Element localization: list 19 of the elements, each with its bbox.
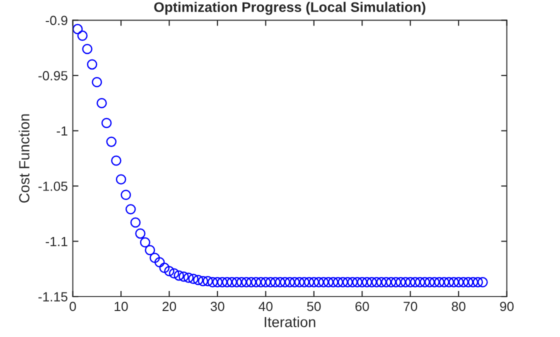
x-axis-title: Iteration bbox=[264, 316, 316, 328]
y-tick-label: -1.15 bbox=[38, 292, 68, 302]
x-tick-label: 60 bbox=[355, 302, 369, 312]
x-tick-label: 30 bbox=[210, 302, 224, 312]
chart-title: Optimization Progress (Local Simulation) bbox=[154, 2, 426, 15]
y-tick-label: -0.9 bbox=[46, 16, 68, 26]
x-tick-label: 40 bbox=[258, 302, 273, 312]
x-tick-label: 20 bbox=[162, 302, 176, 312]
x-tick-label: 10 bbox=[114, 302, 128, 312]
y-tick-label: -1.05 bbox=[38, 182, 68, 191]
y-tick-label: -1 bbox=[56, 126, 68, 136]
x-tick-label: 90 bbox=[500, 302, 514, 312]
y-tick-label: -1.1 bbox=[46, 236, 68, 246]
x-tick-label: 80 bbox=[452, 302, 466, 312]
x-tick-label: 70 bbox=[404, 302, 418, 312]
x-tick-label: 50 bbox=[307, 302, 321, 312]
x-tick-label: 0 bbox=[70, 302, 76, 312]
y-axis-title: Cost Function bbox=[18, 114, 30, 203]
y-tick-label: -0.95 bbox=[38, 71, 68, 80]
